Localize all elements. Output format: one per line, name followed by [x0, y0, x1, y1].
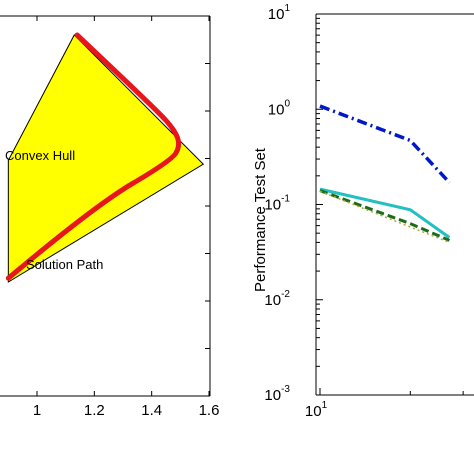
right-y-tick-label: 10-2	[264, 289, 290, 309]
right-y-tick-label: 101	[268, 3, 291, 23]
series-line-1	[319, 104, 451, 184]
convex-hull-area	[7, 34, 205, 283]
right-y-tick-label: 10-1	[264, 194, 290, 214]
convex-hull-label: Convex Hull	[5, 148, 75, 163]
right-y-tick-label: 100	[268, 98, 291, 118]
series-line-3	[319, 189, 451, 242]
solution-path-line	[5, 32, 182, 281]
left-x-tick-label: 1.4	[141, 402, 162, 419]
series-line-4	[319, 190, 450, 244]
solution-path-label: Solution Path	[26, 257, 103, 272]
left-x-tick-label: 1	[33, 402, 41, 419]
right-x-tick-label: 101	[305, 400, 328, 420]
right-y-axis-label: Performance Test Set	[252, 147, 269, 292]
series-line-2	[319, 187, 451, 239]
left-x-tick-label: 1.2	[84, 402, 105, 419]
left-x-tick-label: 1.6	[199, 402, 220, 419]
right-y-tick-label: 10-3	[264, 384, 290, 404]
